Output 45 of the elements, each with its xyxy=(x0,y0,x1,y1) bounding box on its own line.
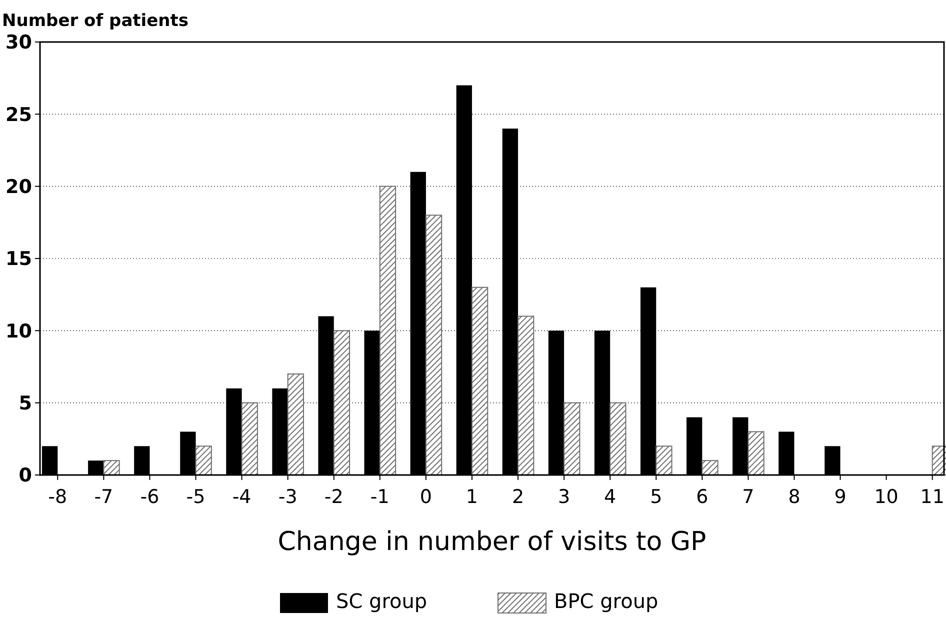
y-tick-label: 30 xyxy=(6,32,32,54)
y-tick-label: 0 xyxy=(18,464,32,487)
bar xyxy=(241,402,258,476)
bar xyxy=(103,460,120,476)
x-tick-label: -3 xyxy=(278,486,298,508)
x-tick-label: 0 xyxy=(420,486,432,508)
x-tick-label: 9 xyxy=(834,486,846,508)
bar xyxy=(564,402,580,476)
bar xyxy=(425,214,442,476)
y-tick-label: 15 xyxy=(6,248,32,270)
x-tick-label: 7 xyxy=(742,486,754,508)
x-tick-label: 1 xyxy=(466,486,478,508)
x-tick-label: 5 xyxy=(650,486,662,508)
bar xyxy=(610,402,626,476)
x-tick-label: 8 xyxy=(788,486,800,508)
bar xyxy=(379,186,396,476)
x-tick-label: 11 xyxy=(920,486,944,508)
x-tick-label: 10 xyxy=(874,486,898,508)
y-tick-label: 5 xyxy=(18,392,32,414)
x-tick-label: -1 xyxy=(370,486,390,508)
legend-label: SC group xyxy=(336,589,428,613)
y-tick-label: 20 xyxy=(6,176,32,198)
x-tick-label: 6 xyxy=(696,486,708,508)
x-tick-label: -5 xyxy=(186,486,206,508)
x-axis-title: Change in number of visits to GP xyxy=(278,527,706,557)
bar xyxy=(748,431,764,476)
y-axis-title: Number of patients xyxy=(2,11,189,31)
y-tick-label: 10 xyxy=(6,320,32,342)
x-tick-label: -2 xyxy=(324,486,344,508)
bar xyxy=(287,373,304,476)
bar xyxy=(702,460,718,476)
bar xyxy=(656,446,672,476)
x-tick-label: -6 xyxy=(140,486,160,508)
x-tick-label: 3 xyxy=(558,486,570,508)
x-tick-label: 4 xyxy=(604,486,616,508)
bar xyxy=(518,316,534,476)
bar xyxy=(195,446,212,476)
bar xyxy=(471,286,488,476)
x-tick-label: -7 xyxy=(94,486,114,508)
legend-label: BPC group xyxy=(554,589,658,613)
bar xyxy=(333,330,350,476)
y-tick-label: 25 xyxy=(6,104,32,126)
x-tick-label: -4 xyxy=(232,486,252,508)
x-tick-label: -8 xyxy=(48,486,68,508)
x-tick-label: 2 xyxy=(512,486,524,508)
